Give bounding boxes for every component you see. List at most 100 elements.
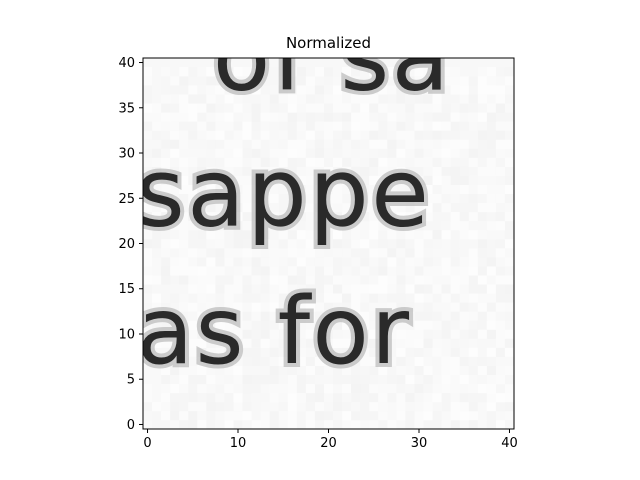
image-pixel — [278, 383, 289, 394]
image-pixel — [369, 121, 379, 131]
image-pixel — [197, 401, 207, 412]
image-pixel — [287, 76, 298, 86]
image-pixel — [495, 103, 506, 113]
image-pixel — [342, 356, 352, 366]
image-pixel — [342, 157, 352, 167]
image-pixel — [396, 383, 406, 394]
image-pixel — [278, 293, 289, 303]
image-pixel — [495, 248, 506, 258]
image-pixel — [477, 383, 488, 394]
image-pixel — [477, 148, 488, 158]
image-pixel — [161, 356, 171, 366]
image-pixel — [333, 347, 343, 357]
image-pixel — [432, 383, 442, 394]
image-pixel — [251, 229, 261, 240]
image-pixel — [278, 139, 289, 149]
image-pixel — [441, 410, 451, 421]
image-pixel — [242, 293, 252, 303]
image-pixel — [179, 139, 189, 149]
image-pixel — [152, 130, 162, 140]
image-pixel — [296, 302, 307, 312]
image-pixel — [224, 94, 234, 104]
image-pixel — [215, 311, 225, 321]
image-pixel — [278, 112, 289, 122]
image-pixel — [260, 248, 270, 258]
image-pixel — [215, 121, 225, 131]
image-pixel — [405, 311, 415, 321]
image-pixel — [215, 220, 225, 231]
image-pixel — [486, 202, 497, 213]
image-pixel — [161, 329, 171, 339]
image-pixel — [468, 383, 479, 394]
image-pixel — [269, 275, 280, 285]
image-pixel — [468, 410, 479, 421]
image-pixel — [360, 112, 370, 122]
image-pixel — [323, 392, 334, 403]
image-pixel — [179, 130, 189, 140]
image-pixel — [477, 401, 488, 412]
image-pixel — [351, 410, 361, 421]
image-pixel — [206, 121, 216, 131]
image-pixel — [170, 347, 180, 357]
image-pixel — [188, 365, 198, 376]
image-pixel — [333, 184, 343, 195]
image-pixel — [486, 130, 497, 140]
image-pixel — [414, 148, 424, 158]
image-pixel — [251, 139, 261, 149]
image-pixel — [206, 67, 216, 77]
image-pixel — [432, 419, 442, 429]
image-pixel — [459, 103, 470, 113]
image-pixel — [495, 347, 506, 357]
image-pixel — [224, 103, 234, 113]
image-pixel — [405, 76, 415, 86]
image-pixel — [450, 76, 461, 86]
image-pixel — [441, 121, 451, 131]
image-pixel — [432, 374, 442, 385]
image-pixel — [224, 338, 234, 348]
image-pixel — [206, 238, 216, 249]
image-pixel — [215, 374, 225, 385]
image-pixel — [179, 383, 189, 394]
image-pixel — [360, 383, 370, 394]
image-pixel — [305, 112, 316, 122]
image-pixel — [251, 284, 261, 294]
image-pixel — [323, 365, 334, 376]
image-pixel — [378, 76, 388, 86]
image-pixel — [351, 193, 361, 204]
image-pixel — [251, 365, 261, 376]
image-pixel — [441, 257, 451, 267]
image-pixel — [396, 338, 406, 348]
image-pixel — [143, 94, 153, 104]
image-pixel — [477, 175, 488, 185]
image-pixel — [486, 248, 497, 258]
image-pixel — [468, 257, 479, 267]
image-pixel — [504, 302, 514, 312]
image-pixel — [432, 139, 442, 149]
image-pixel — [477, 103, 488, 113]
image-pixel — [179, 275, 189, 285]
image-pixel — [242, 202, 252, 213]
image-pixel — [477, 139, 488, 149]
image-pixel — [161, 220, 171, 231]
image-pixel — [441, 374, 451, 385]
image-pixel — [314, 410, 325, 421]
image-pixel — [206, 275, 216, 285]
image-pixel — [414, 157, 424, 167]
image-pixel — [450, 275, 461, 285]
image-pixel — [242, 220, 252, 231]
image-pixel — [260, 284, 270, 294]
image-pixel — [405, 112, 415, 122]
image-pixel — [387, 76, 397, 86]
image-pixel — [441, 229, 451, 240]
image-pixel — [414, 85, 424, 95]
image-pixel — [224, 76, 234, 86]
image-pixel — [179, 121, 189, 131]
image-pixel — [206, 347, 216, 357]
image-pixel — [504, 130, 514, 140]
image-pixel — [450, 103, 461, 113]
image-pixel — [323, 419, 334, 429]
image-pixel — [441, 202, 451, 213]
image-pixel — [206, 320, 216, 330]
image-pixel — [314, 374, 325, 385]
